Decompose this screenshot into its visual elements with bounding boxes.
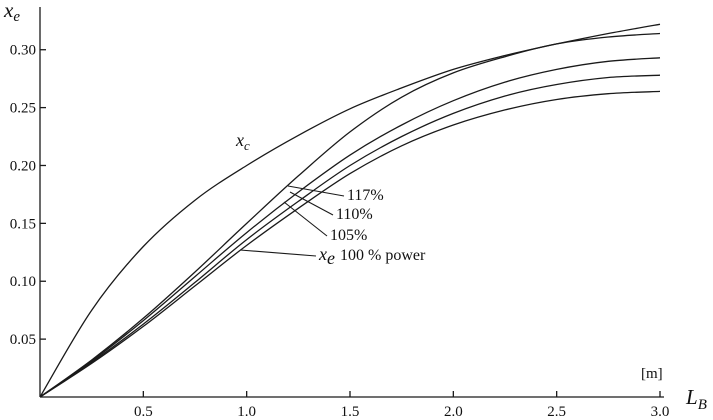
series-line-100 (39, 90, 661, 398)
y-tick-label: 0.15 (10, 216, 36, 232)
x-tick-label: 2.5 (547, 404, 566, 420)
y-tick-label: 0.10 (10, 274, 36, 290)
x-axis-title-main: L (685, 385, 698, 409)
leader-100 (239, 249, 317, 257)
x-tick-label: 0.5 (134, 404, 153, 420)
series-label-xc: xc (235, 130, 250, 153)
x-tick-label: 3.0 (651, 404, 670, 420)
series-label-100: xe 100 % power (318, 244, 426, 268)
series-group (39, 23, 661, 398)
x-ticks: 0.5 1.0 1.5 2.0 2.5 3.0 (134, 391, 669, 420)
y-axis-title-main: x (3, 0, 14, 22)
x-axis-unit: [m] (641, 366, 663, 382)
series-label-117: 117% (347, 187, 384, 204)
series-line-105 (39, 74, 661, 398)
leader-105 (283, 201, 328, 237)
y-ticks: 0.05 0.10 0.15 0.20 0.25 0.30 (10, 43, 46, 348)
x-tick-label: 2.0 (444, 404, 463, 420)
y-tick-label: 0.05 (10, 332, 36, 348)
y-tick-label: 0.30 (10, 43, 36, 59)
series-line-110 (39, 57, 661, 398)
leader-110 (289, 191, 334, 216)
y-tick-label: 0.25 (10, 101, 36, 117)
series-label-105: 105% (330, 227, 367, 244)
y-tick-label: 0.20 (10, 158, 36, 174)
x-axis-title: LB (685, 385, 707, 413)
series-label-110: 110% (336, 206, 373, 223)
annotations: xc 117% 110% 105% xe 100 % power (235, 130, 426, 268)
x-tick-label: 1.0 (237, 404, 256, 420)
axes: 0.5 1.0 1.5 2.0 2.5 3.0 0.050.100.150.200.250… (10, 7, 669, 420)
series-line-117 (39, 32, 661, 398)
y-axis-title-subscript: e (13, 9, 20, 25)
x-tick-label: 1.5 (341, 404, 360, 420)
y-axis-title: xe (3, 0, 20, 25)
leader-117 (287, 185, 345, 197)
x-axis-title-subscript: B (698, 397, 707, 413)
